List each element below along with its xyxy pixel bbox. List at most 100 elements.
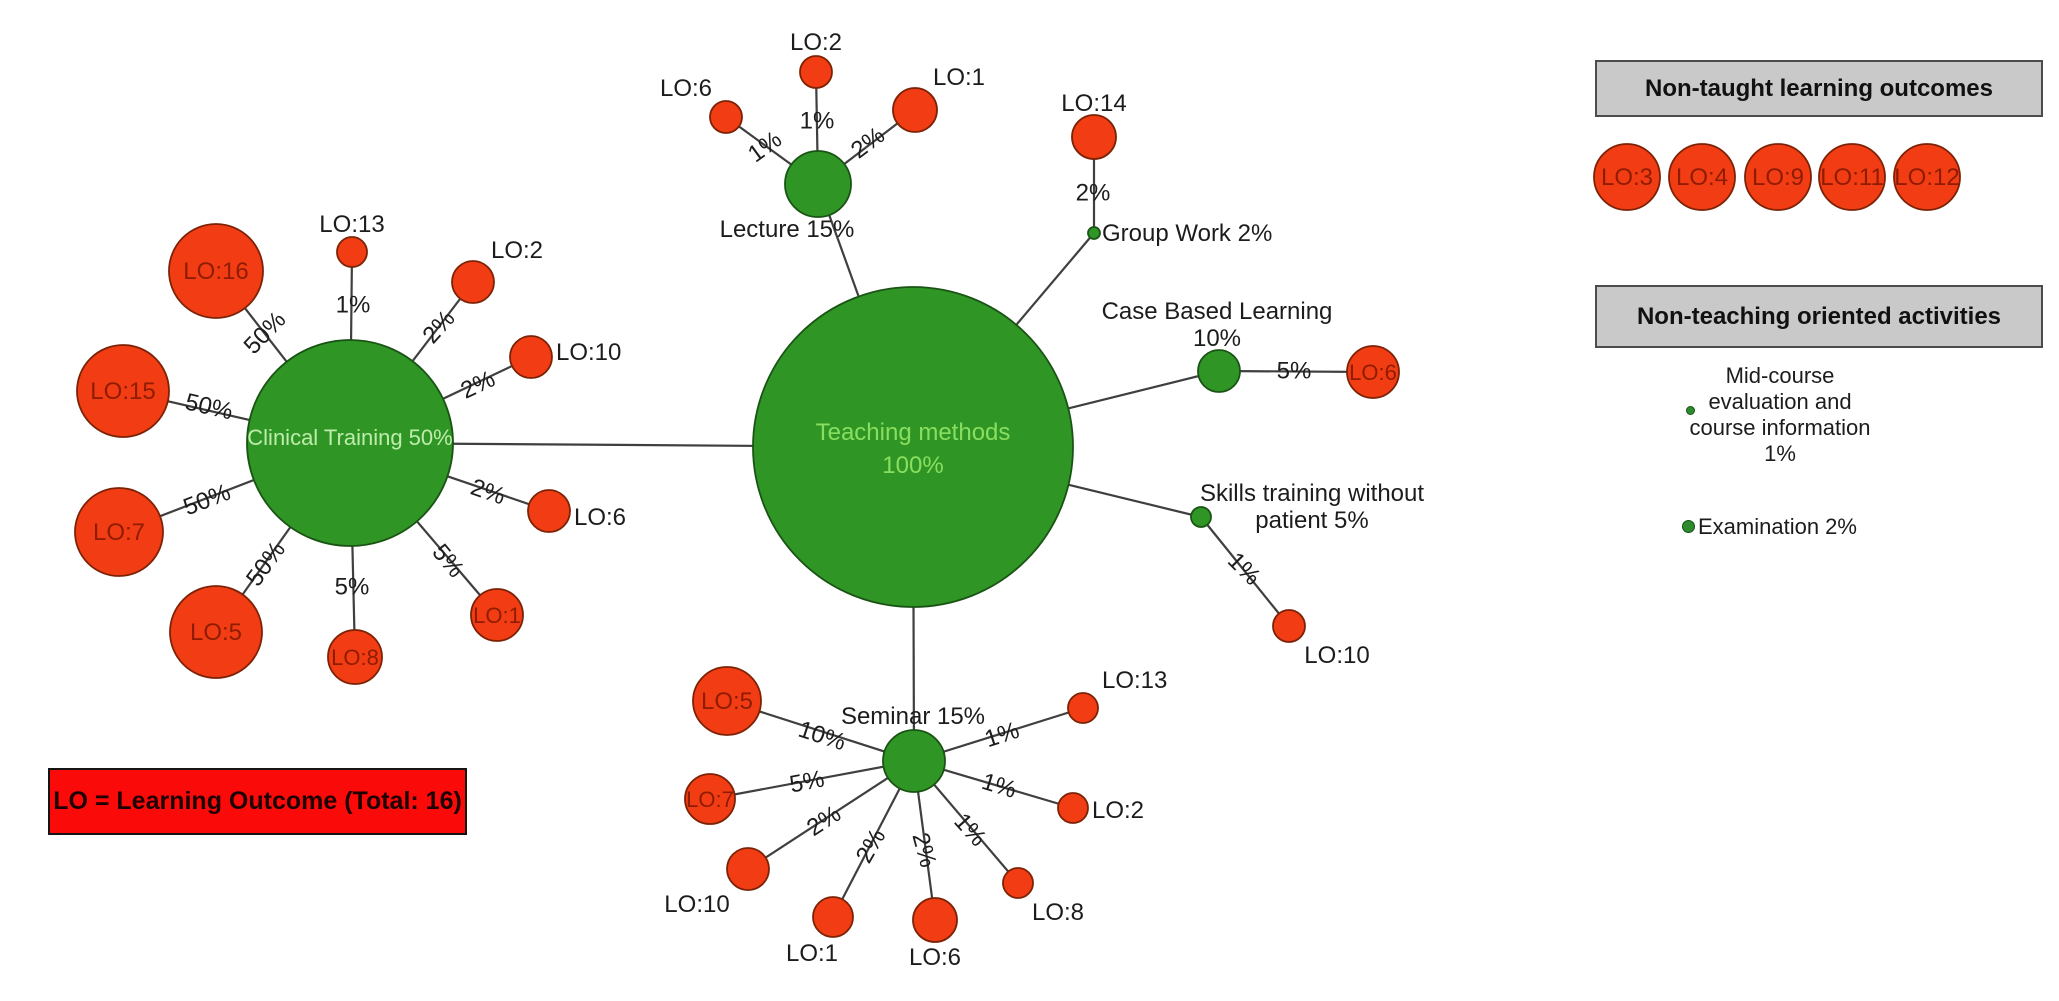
node-label-sem-lo5: LO:5: [701, 688, 753, 715]
node-label-sem-lo7: LO:7: [686, 787, 734, 812]
legend-non-teaching-box: Non-teaching oriented activities: [1595, 285, 2043, 348]
node-label-sem-lo2: LO:2: [1092, 797, 1144, 824]
node-sem-lo10: [726, 847, 770, 891]
node-groupwork: [1087, 226, 1101, 240]
node-label-lec-lo1: LO:1: [933, 64, 985, 91]
edge-label-clinical-ct-lo5: 50%: [241, 537, 291, 592]
node-cb-lo6: [1346, 345, 1400, 399]
node-gw-lo14: [1071, 114, 1117, 160]
edge-label-seminar-sem-lo10: 2%: [802, 800, 846, 842]
mid-course-label: Mid-course evaluation and course informa…: [1689, 363, 1871, 466]
node-label-ct-lo8: LO:8: [331, 645, 379, 670]
node-label-ct-lo6: LO:6: [574, 504, 626, 531]
node-ct-lo8: [327, 629, 383, 685]
edge-label-casebased-cb-lo6: 5%: [1277, 358, 1312, 385]
node-nt-lo11: [1818, 143, 1886, 211]
node-ct-lo10: [509, 335, 553, 379]
edge-seminar-sem-lo10: [747, 760, 915, 870]
node-label-lec-lo6: LO:6: [660, 75, 712, 102]
node-label-sem-lo10: LO:10: [664, 891, 729, 918]
node-label-casebased: Case Based Learning 10%: [1102, 298, 1333, 352]
edge-label-seminar-sem-lo1: 2%: [851, 824, 892, 868]
edge-label-seminar-sem-lo13: 1%: [981, 717, 1022, 753]
node-label-nt-lo12: LO:12: [1894, 164, 1959, 191]
node-sem-lo6: [912, 897, 958, 943]
node-lec-lo1: [892, 87, 938, 133]
node-label-sem-lo13: LO:13: [1102, 667, 1167, 694]
node-label-teaching: Teaching methods 100%: [816, 419, 1011, 479]
node-sem-lo5: [692, 666, 762, 736]
edge-label-lecture-lec-lo6: 1%: [743, 126, 787, 168]
node-sem-lo8: [1002, 867, 1034, 899]
node-sem-lo7: [684, 773, 736, 825]
edge-label-clinical-ct-lo8: 5%: [335, 574, 370, 601]
node-label-sem-lo1: LO:1: [786, 940, 838, 967]
edge-label-seminar-sem-lo7: 5%: [787, 765, 826, 798]
node-label-ct-lo7: LO:7: [93, 519, 145, 546]
edge-label-seminar-sem-lo6: 2%: [906, 830, 941, 870]
node-label-sem-lo8: LO:8: [1032, 899, 1084, 926]
node-label-seminar: Seminar 15%: [841, 703, 985, 730]
node-label-ct-lo10: LO:10: [556, 339, 621, 366]
node-ct-lo2: [451, 260, 495, 304]
node-sk-lo10: [1272, 609, 1306, 643]
node-label-sk-lo10: LO:10: [1304, 642, 1369, 669]
node-clinical: [246, 339, 454, 547]
node-label-cb-lo6: LO:6: [1349, 360, 1397, 385]
node-nt-lo9: [1744, 143, 1812, 211]
node-label-nt-lo3: LO:3: [1601, 164, 1653, 191]
edge-seminar-sem-lo7: [709, 759, 915, 801]
examination-label: Examination 2%: [1698, 514, 1857, 539]
node-nt-lo12: [1893, 143, 1961, 211]
node-ct-lo15: [76, 344, 170, 438]
legend-non-taught-title: Non-taught learning outcomes: [1645, 74, 1993, 102]
node-teaching: [752, 286, 1074, 608]
edge-label-clinical-ct-lo16: 50%: [239, 306, 292, 359]
node-ct-lo13: [336, 236, 368, 268]
node-label-clinical: Clinical Training 50%: [247, 425, 452, 450]
node-label-ct-lo2: LO:2: [491, 237, 543, 264]
edge-label-clinical-ct-lo2: 2%: [417, 305, 460, 349]
edge-label-lecture-lec-lo2: 1%: [800, 108, 835, 135]
mid-course-dot-icon: [1686, 406, 1695, 415]
node-label-lecture: Lecture 15%: [720, 216, 855, 243]
node-lec-lo2: [799, 55, 833, 89]
node-label-gw-lo14: LO:14: [1061, 90, 1126, 117]
edge-label-clinical-ct-lo6: 2%: [467, 474, 509, 511]
edge-label-groupwork-gw-lo14: 2%: [1076, 180, 1111, 207]
node-lecture: [784, 150, 852, 218]
node-label-ct-lo16: LO:16: [183, 258, 248, 285]
edge-label-clinical-ct-lo7: 50%: [180, 479, 235, 521]
node-ct-lo6: [527, 489, 571, 533]
node-sem-lo2: [1057, 792, 1089, 824]
node-ct-lo7: [74, 487, 164, 577]
edge-label-skills-sk-lo10: 1%: [1222, 547, 1266, 591]
node-seminar: [882, 729, 946, 793]
edge-label-clinical-ct-lo10: 2%: [457, 365, 500, 404]
node-label-nt-lo11: LO:11: [1820, 164, 1884, 191]
edge-label-clinical-ct-lo13: 1%: [336, 292, 371, 319]
legend-non-teaching-title: Non-teaching oriented activities: [1636, 302, 2002, 330]
node-ct-lo1: [470, 588, 524, 642]
legend-non-taught-box: Non-taught learning outcomes: [1595, 60, 2043, 117]
node-casebased: [1197, 349, 1241, 393]
node-ct-lo16: [168, 223, 264, 319]
edge-label-seminar-sem-lo2: 1%: [978, 768, 1019, 804]
node-ct-lo5: [169, 585, 263, 679]
node-label-lec-lo2: LO:2: [790, 29, 842, 56]
node-label-groupwork: Group Work 2%: [1102, 220, 1272, 247]
node-lec-lo6: [709, 100, 743, 134]
node-nt-lo4: [1668, 143, 1736, 211]
node-label-nt-lo4: LO:4: [1676, 164, 1728, 191]
node-sem-lo1: [812, 896, 854, 938]
node-label-sem-lo6: LO:6: [909, 944, 961, 971]
node-skills: [1190, 506, 1212, 528]
node-label-ct-lo15: LO:15: [90, 378, 155, 405]
lo-abbreviation-note: LO = Learning Outcome (Total: 16): [48, 768, 467, 835]
node-sem-lo13: [1067, 692, 1099, 724]
edge-label-clinical-ct-lo15: 50%: [183, 388, 236, 425]
node-label-ct-lo5: LO:5: [190, 619, 242, 646]
node-label-ct-lo1: LO:1: [473, 603, 521, 628]
